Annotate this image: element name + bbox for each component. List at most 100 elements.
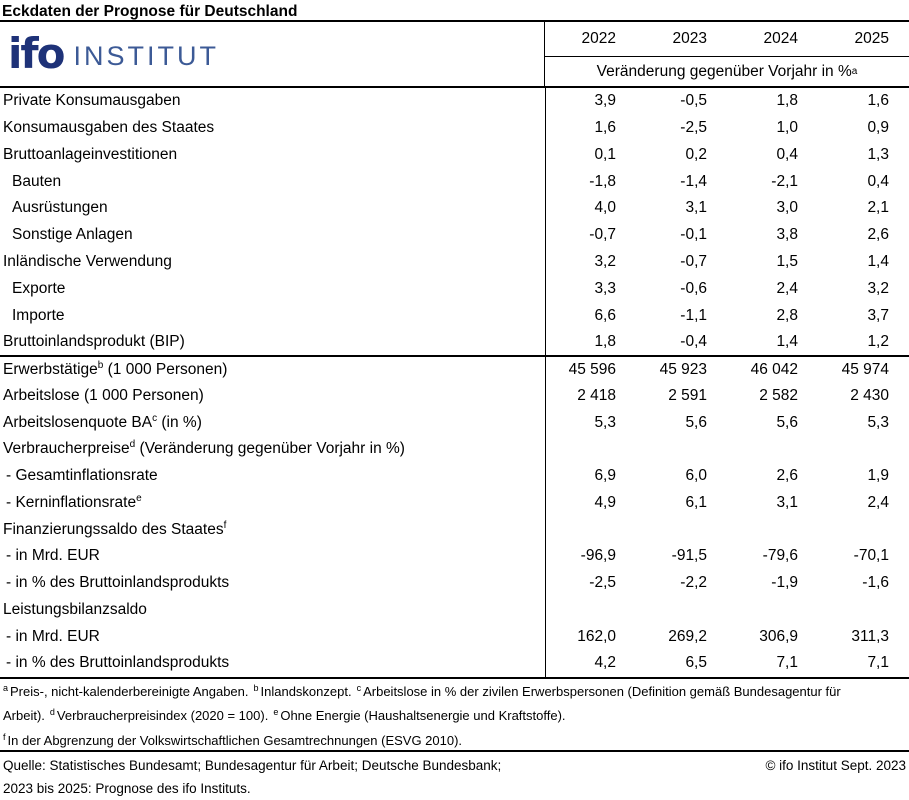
footnote-mark: e: [273, 707, 279, 718]
ifo-logo-wordmark: ifo: [8, 29, 66, 78]
footnote-text: Inlandskonzept.: [260, 683, 352, 699]
value-cell: 2,4: [867, 493, 889, 511]
row-label: Erwerbstätigeb (1 000 Personen): [3, 359, 228, 378]
table-row: Inländische Verwendung 3,2 -0,7 1,5 1,4: [0, 248, 909, 276]
value-cell: -2,5: [680, 119, 707, 137]
value-cell: 2 430: [850, 386, 889, 404]
value-cell: -0,6: [680, 279, 707, 297]
row-label: Bruttoanlageinvestitionen: [3, 145, 178, 163]
page-title: Eckdaten der Prognose für Deutschland: [0, 0, 909, 22]
value-cell: -1,8: [544, 168, 636, 196]
value-cell: 7,1: [867, 654, 889, 672]
table-row: Exporte 3,3 -0,6 2,4 3,2: [0, 275, 909, 303]
value-cell: [727, 597, 818, 624]
table-row: Importe 6,6 -1,1 2,8 3,7: [0, 302, 909, 329]
table-row: Private Konsumausgaben 3,9 -0,5 1,8 1,6: [0, 88, 909, 115]
value-cell: 0,4: [776, 145, 798, 163]
value-cell: 5,6: [685, 413, 707, 431]
table-row: Verbraucherpreised (Veränderung gegenübe…: [0, 435, 909, 463]
footnote-f: f In der Abgrenzung der Volkswirtschaftli…: [3, 729, 906, 754]
year-header-block: 2022 2023 2024 2025 Veränderung gegenübe…: [544, 22, 909, 86]
value-cell: [818, 516, 909, 543]
footnote-mark: d: [49, 707, 55, 718]
footnote-text: Arbeitslose in % der zivilen Erwerbspers…: [3, 683, 841, 724]
value-cell: 1,6: [544, 114, 636, 142]
row-label: Importe: [12, 306, 65, 324]
table-body: Private Konsumausgaben 3,9 -0,5 1,8 1,6 Konsu…: [0, 88, 909, 677]
row-label: - in % des Bruttoinlandsprodukts: [6, 574, 230, 592]
row-label: - Kerninflationsratee: [6, 492, 142, 511]
value-cell: 45 974: [841, 360, 889, 378]
value-cell: 3,8: [776, 226, 798, 244]
footnotes-main: a Preis-, nicht-kalenderbereinigte Angabe…: [3, 682, 841, 724]
value-cell: 46 042: [750, 360, 798, 378]
row-label: Arbeitslosenquote BAc (in %): [3, 412, 202, 431]
value-cell: [636, 516, 727, 543]
value-cell: 269,2: [668, 627, 707, 645]
value-cell: 6,1: [685, 493, 707, 511]
table-row: Finanzierungssaldo des Staatesf: [0, 516, 909, 544]
forecast-data-table: Private Konsumausgaben 3,9 -0,5 1,8 1,6 Konsu…: [0, 88, 909, 677]
value-cell: 5,3: [867, 413, 889, 431]
value-cell: -0,7: [680, 252, 707, 270]
value-cell: 2 418: [544, 382, 636, 410]
value-cell: 45 923: [659, 360, 707, 378]
table-row: Sonstige Anlagen -0,7 -0,1 3,8 2,6: [0, 221, 909, 249]
value-cell: -1,6: [862, 574, 889, 592]
value-cell: -0,7: [544, 221, 636, 249]
value-cell: 1,4: [867, 252, 889, 270]
table-row: Bauten -1,8 -1,4 -2,1 0,4: [0, 168, 909, 196]
value-cell: 306,9: [759, 627, 798, 645]
year-header: 2025: [854, 30, 889, 47]
ifo-logo-institut: INSTITUT: [73, 41, 220, 71]
footnote-mark: f: [3, 731, 6, 742]
row-label: Bauten: [12, 172, 62, 190]
value-cell: -2,2: [680, 574, 707, 592]
value-cell: 1,6: [867, 92, 889, 110]
value-cell: 6,9: [544, 462, 636, 490]
footnote-mark: b: [253, 682, 259, 693]
value-cell: -1,1: [680, 306, 707, 324]
footnote-mark: c: [356, 682, 362, 693]
value-cell: 6,5: [685, 654, 707, 672]
value-cell: -0,1: [680, 226, 707, 244]
value-cell: 3,7: [867, 306, 889, 324]
value-cell: 5,6: [776, 413, 798, 431]
footnote-text: Ohne Energie (Haushaltsenergie und Kraft…: [280, 708, 566, 724]
value-cell: 2,4: [776, 279, 798, 297]
table-row: - in % des Bruttoinlandsprodukts -2,5 -2,2…: [0, 569, 909, 597]
table-row: - in Mrd. EUR -96,9 -91,5 -79,6 -70,1: [0, 543, 909, 570]
value-cell: 6,0: [685, 467, 707, 485]
value-cell: 1,3: [867, 145, 889, 163]
value-cell: 1,8: [776, 92, 798, 110]
value-cell: -1,4: [680, 172, 707, 190]
table-row: Erwerbstätigeb (1 000 Personen) 45 596 45 …: [0, 355, 909, 383]
row-label: Konsumausgaben des Staates: [3, 119, 215, 137]
value-cell: [727, 436, 818, 463]
value-cell: [544, 516, 636, 544]
value-cell: 1,8: [544, 328, 636, 357]
source-line2: 2023 bis 2025: Prognose des ifo Institut…: [3, 780, 251, 796]
value-cell: -96,9: [544, 543, 636, 570]
value-cell: [636, 436, 727, 463]
value-cell: 1,9: [867, 467, 889, 485]
value-cell: 2,8: [776, 306, 798, 324]
value-cell: 3,1: [776, 493, 798, 511]
value-cell: -91,5: [671, 547, 707, 565]
value-cell: 45 596: [544, 355, 636, 383]
value-cell: 2,6: [867, 226, 889, 244]
value-cell: -2,5: [544, 569, 636, 597]
value-cell: 7,1: [776, 654, 798, 672]
value-cell: 3,0: [776, 199, 798, 217]
value-cell: 3,3: [544, 275, 636, 303]
table-row: Bruttoinlandsprodukt (BIP) 1,8 -0,4 1,4 1,2: [0, 328, 909, 357]
value-cell: 0,4: [867, 172, 889, 190]
value-cell: [818, 436, 909, 463]
table-row: - Kerninflationsratee 4,9 6,1 3,1 2,4: [0, 489, 909, 517]
row-label: - in Mrd. EUR: [6, 627, 100, 645]
value-cell: [544, 435, 636, 463]
year-header: 2024: [763, 30, 798, 47]
footnote-text: Preis-, nicht-kalenderbereinigte Angaben…: [10, 683, 249, 699]
unit-subheader-text: Veränderung gegenüber Vorjahr in %: [596, 62, 852, 80]
year-header: 2022: [581, 30, 616, 47]
